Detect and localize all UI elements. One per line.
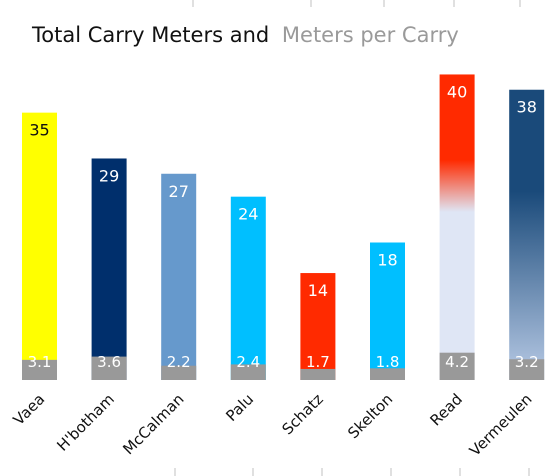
meters-per-carry-label: 1.8	[376, 353, 400, 371]
total-value-label: 40	[447, 82, 467, 101]
meters-per-carry-label: 3.6	[97, 353, 121, 371]
bar-meters-per-carry	[370, 368, 405, 380]
bar-total-carry-meters	[161, 173, 197, 380]
category-label: Skelton	[344, 390, 396, 442]
bar-meters-per-carry	[439, 352, 475, 380]
bar-total-carry-meters	[230, 196, 266, 380]
category-label: Read	[427, 390, 466, 429]
total-value-label: 38	[517, 98, 537, 117]
top-tick-marks	[192, 0, 521, 7]
bar-total-carry-meters	[91, 158, 127, 380]
total-value-label: 24	[238, 205, 258, 224]
total-value-label: 27	[169, 182, 189, 201]
bar-total-carry-meters	[22, 112, 57, 380]
meters-per-carry-group	[22, 352, 545, 380]
bars-group	[22, 74, 545, 381]
value-labels-group: 3.1 35 3.6 29 2.2 27 2.4 24 1.7 14 1.8 18 4.2 40 3.2 38	[28, 82, 539, 371]
meters-per-carry-label: 1.7	[306, 353, 330, 371]
chart-title: Total Carry Meters and Meters per Carry	[31, 23, 459, 47]
bottom-tick-marks	[174, 468, 530, 476]
category-labels-group: Vaea H'botham McCalman Palu Schatz Skelton Rea…	[10, 390, 536, 460]
meters-per-carry-label: 2.4	[236, 353, 260, 371]
category-label: Vaea	[10, 390, 49, 429]
bar-meters-per-carry	[300, 368, 336, 380]
bar-meters-per-carry	[91, 356, 127, 380]
chart-title-secondary: Meters per Carry	[282, 23, 459, 47]
total-value-label: 18	[377, 251, 397, 270]
category-label: McCalman	[119, 390, 187, 458]
meters-per-carry-label: 2.2	[167, 353, 191, 371]
bar-total-carry-meters	[509, 89, 545, 381]
bar-total-carry-meters	[370, 242, 405, 380]
total-value-label: 29	[99, 166, 119, 185]
total-value-label: 35	[29, 121, 49, 140]
category-label: Palu	[222, 390, 257, 425]
category-label: H'botham	[53, 390, 118, 455]
chart-title-main: Total Carry Meters and	[31, 23, 269, 47]
bar-meters-per-carry	[161, 365, 197, 380]
total-value-label: 14	[308, 281, 328, 300]
bar-total-carry-meters	[300, 273, 336, 380]
bar-meters-per-carry	[230, 364, 266, 380]
meters-per-carry-label: 3.1	[28, 353, 52, 371]
bar-meters-per-carry	[509, 359, 545, 380]
category-label: Vermeulen	[466, 390, 536, 460]
meters-per-carry-label: 4.2	[445, 353, 469, 371]
bar-total-carry-meters	[439, 74, 475, 381]
meters-per-carry-label: 3.2	[515, 353, 539, 371]
category-label: Schatz	[278, 390, 326, 438]
bar-meters-per-carry	[22, 359, 57, 380]
